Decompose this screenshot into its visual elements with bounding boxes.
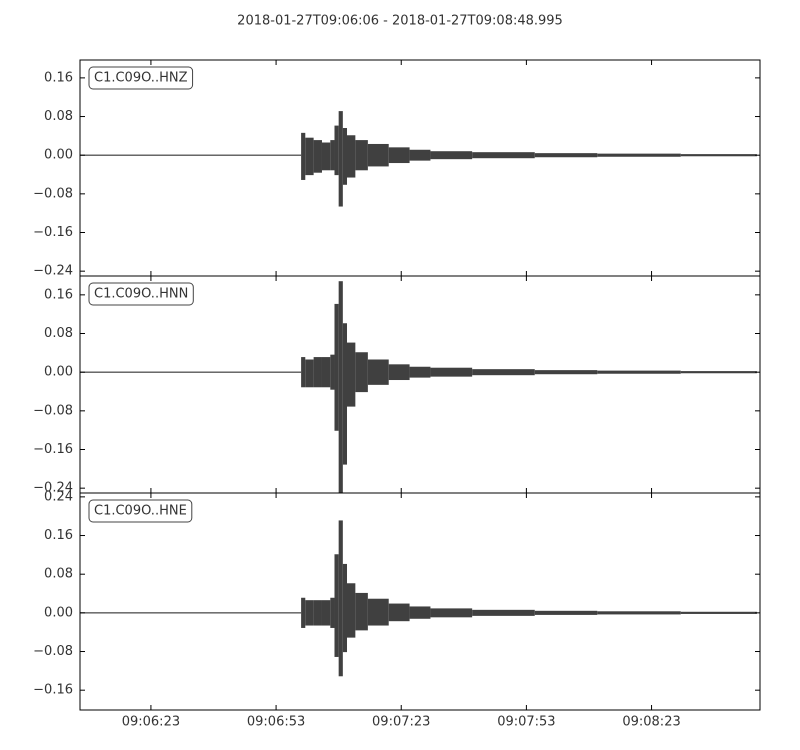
- y-tick-label: 0.08: [44, 109, 73, 124]
- trace-label: C1.C09O..HNN: [94, 287, 188, 302]
- waveform-segment: [301, 357, 306, 388]
- waveform-segment: [472, 609, 535, 616]
- waveform-segment: [313, 140, 322, 173]
- waveform-segment: [472, 369, 535, 376]
- waveform-segment: [330, 597, 335, 628]
- waveform-segment: [305, 600, 314, 626]
- waveform-segment: [355, 140, 368, 171]
- waveform-segment: [680, 611, 756, 614]
- waveform-segment: [355, 592, 368, 631]
- x-tick-label: 09:08:23: [622, 715, 680, 730]
- chart-title: 2018-01-27T09:06:06 - 2018-01-27T09:08:4…: [237, 14, 563, 29]
- waveform-segment: [367, 359, 389, 385]
- y-tick-label: −0.08: [33, 403, 73, 418]
- waveform-segment: [342, 128, 348, 185]
- waveform-segment: [597, 153, 681, 157]
- waveform-segment: [330, 140, 335, 171]
- waveform-segment: [597, 611, 681, 615]
- y-tick-label: −0.16: [33, 225, 73, 240]
- waveform-segment: [347, 135, 356, 178]
- waveform-segment: [301, 132, 306, 180]
- y-tick-label: 0.24: [44, 489, 73, 504]
- y-tick-label: 0.00: [44, 148, 73, 163]
- waveform-segment: [321, 142, 331, 171]
- x-tick-label: 09:06:53: [247, 715, 305, 730]
- waveform-segment: [301, 597, 306, 628]
- waveform-segment: [334, 303, 339, 431]
- waveform-segment: [430, 608, 473, 618]
- waveform-segment: [338, 111, 343, 207]
- trace-label: C1.C09O..HNE: [94, 504, 187, 519]
- x-tick-label: 09:06:23: [122, 715, 180, 730]
- y-tick-label: −0.08: [33, 186, 73, 201]
- trace: [80, 520, 757, 677]
- trace-label: C1.C09O..HNZ: [94, 71, 188, 86]
- axes-frame: [79, 275, 761, 494]
- waveform-segment: [534, 370, 598, 375]
- waveform-segment: [597, 370, 681, 374]
- y-tick-label: −0.16: [33, 442, 73, 457]
- waveform-segment: [80, 154, 302, 156]
- waveform-segment: [388, 603, 410, 622]
- waveform-segment: [305, 359, 314, 388]
- y-tick-label: 0.08: [44, 326, 73, 341]
- waveform-segment: [355, 352, 368, 393]
- label-box: [88, 499, 193, 523]
- y-tick-label: 0.16: [44, 528, 73, 543]
- waveform-segment: [430, 367, 473, 377]
- waveform-segment: [347, 583, 356, 638]
- waveform-segment: [367, 598, 389, 626]
- waveform-segment: [338, 520, 343, 677]
- waveform-segment: [534, 153, 598, 158]
- x-tick-label: 09:07:53: [497, 715, 555, 730]
- waveform-segment: [321, 600, 331, 626]
- waveform-segment: [80, 612, 302, 614]
- waveform-segment: [430, 151, 473, 160]
- waveform-segment: [409, 606, 431, 619]
- label-box: [88, 282, 194, 306]
- y-tick-label: 0.16: [44, 70, 73, 85]
- axes-frame: [79, 492, 761, 711]
- waveform-segment: [80, 371, 302, 373]
- y-tick-label: −0.08: [33, 644, 73, 659]
- waveform-segment: [388, 147, 410, 164]
- waveform-segment: [321, 357, 331, 388]
- y-tick-label: 0.08: [44, 567, 73, 582]
- trace: [80, 111, 757, 207]
- waveform-segment: [305, 137, 314, 176]
- waveform-segment: [472, 152, 535, 159]
- waveform-segment: [409, 149, 431, 161]
- waveform-segment: [680, 371, 756, 374]
- waveform-segment: [334, 554, 339, 657]
- waveform-segment: [680, 154, 756, 157]
- waveform-segment: [338, 281, 343, 493]
- y-tick-label: 0.00: [44, 365, 73, 380]
- waveform-segment: [342, 323, 348, 465]
- waveform-segment: [330, 354, 335, 390]
- waveform-segment: [388, 364, 410, 381]
- trace: [80, 281, 757, 493]
- y-tick-label: −0.16: [33, 683, 73, 698]
- y-tick-label: −0.24: [33, 264, 73, 279]
- waveform-segment: [534, 610, 598, 615]
- x-tick-label: 09:07:23: [372, 715, 430, 730]
- label-box: [88, 66, 194, 90]
- waveform-segment: [313, 600, 322, 626]
- waveform-segment: [342, 563, 348, 653]
- waveform-segment: [409, 366, 431, 378]
- waveform-segment: [313, 357, 322, 388]
- axes-frame: [79, 59, 761, 277]
- y-tick-label: 0.00: [44, 605, 73, 620]
- waveform-segment: [367, 143, 389, 167]
- y-tick-label: 0.16: [44, 287, 73, 302]
- waveform-segment: [334, 125, 339, 176]
- y-tick-label: −0.24: [33, 481, 73, 496]
- waveform-segment: [347, 342, 356, 407]
